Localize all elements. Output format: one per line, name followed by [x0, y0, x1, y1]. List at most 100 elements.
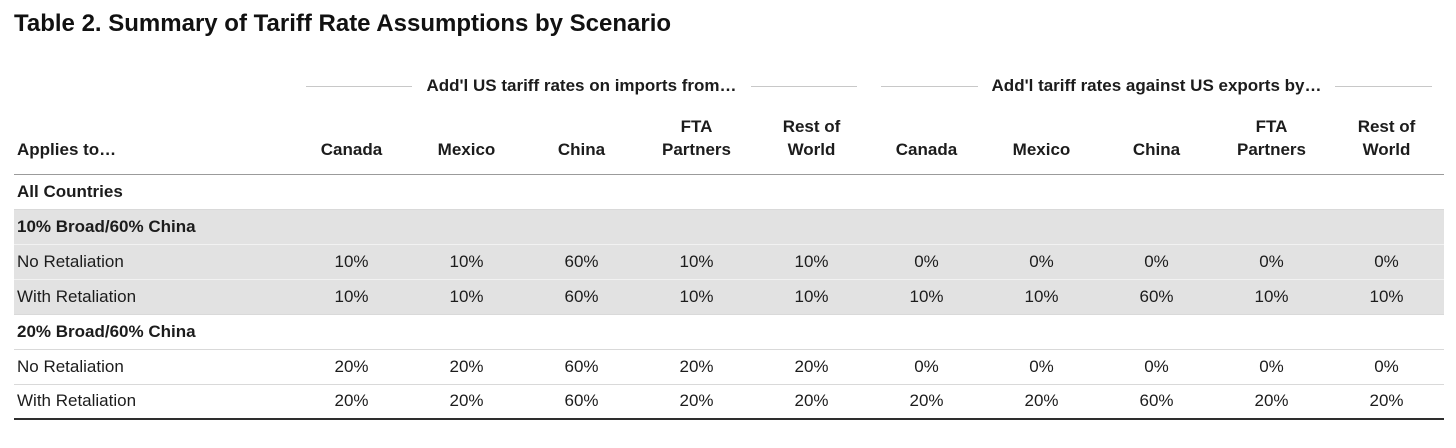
value-cell [639, 314, 754, 349]
column-header: FTA Partners [1214, 104, 1329, 175]
value-cell: 10% [1369, 286, 1404, 306]
value-cell [754, 314, 869, 349]
value-cell [409, 314, 524, 349]
value-cell: 20% [1369, 391, 1404, 411]
table-body: All Countries 10% Broad/60% China No Retal… [14, 174, 1444, 419]
value-cell [524, 314, 639, 349]
value-cell: 20% [1024, 391, 1059, 411]
column-header-row: Applies to… Canada Mexico China FTA Part… [14, 104, 1444, 175]
value-cell: 10% [794, 286, 829, 306]
value-cell: 10% [334, 286, 369, 306]
value-cell [1329, 314, 1444, 349]
table-header: Add'l US tariff rates on imports from… A… [14, 68, 1444, 175]
value-cell: 10% [334, 251, 369, 271]
value-cell: 60% [1139, 286, 1174, 306]
column-header: China [1099, 104, 1214, 175]
group-header-exports: Add'l tariff rates against US exports by… [869, 68, 1444, 104]
value-cell: 20% [449, 391, 484, 411]
value-cell [1099, 174, 1214, 209]
value-cell: 0% [914, 251, 939, 271]
group-header-imports-label: Add'l US tariff rates on imports from… [426, 76, 737, 95]
column-header: Canada [294, 104, 409, 175]
value-cell: 60% [564, 356, 599, 376]
value-cell [984, 209, 1099, 244]
tariff-table: Add'l US tariff rates on imports from… A… [14, 68, 1444, 420]
column-header-applies-to: Applies to… [14, 104, 294, 175]
value-cell [409, 174, 524, 209]
value-cell [869, 209, 984, 244]
value-cell [1214, 174, 1329, 209]
value-cell [1214, 209, 1329, 244]
value-cell [639, 174, 754, 209]
value-cell [294, 314, 409, 349]
table-row: 10% Broad/60% China [14, 209, 1444, 244]
value-cell: 0% [1374, 251, 1399, 271]
value-cell: 10% [794, 251, 829, 271]
value-cell: 10% [909, 286, 944, 306]
value-cell: 0% [1144, 356, 1169, 376]
column-header: FTA Partners [639, 104, 754, 175]
row-label: No Retaliation [17, 356, 124, 376]
value-cell [869, 314, 984, 349]
row-label: With Retaliation [17, 286, 137, 306]
value-cell [294, 174, 409, 209]
column-header: Rest of World [754, 104, 869, 175]
group-header-exports-label: Add'l tariff rates against US exports by… [991, 76, 1322, 95]
table-row: With Retaliation 10% 10% 60% 10% 10% 10% 10% 60%… [14, 279, 1444, 314]
group-row-spacer [14, 68, 294, 104]
table-row: With Retaliation 20% 20% 60% 20% 20% 20% 20% 60%… [14, 384, 1444, 419]
value-cell: 0% [1374, 356, 1399, 376]
value-cell [984, 314, 1099, 349]
value-cell: 20% [909, 391, 944, 411]
row-label: All Countries [17, 181, 123, 201]
value-cell [1214, 314, 1329, 349]
row-label: 20% Broad/60% China [17, 321, 196, 341]
value-cell: 10% [679, 286, 714, 306]
value-cell [754, 209, 869, 244]
value-cell [409, 209, 524, 244]
column-header: China [524, 104, 639, 175]
value-cell: 20% [794, 391, 829, 411]
value-cell [1099, 314, 1214, 349]
value-cell: 0% [1029, 251, 1054, 271]
column-header: Canada [869, 104, 984, 175]
group-rule-line [306, 85, 413, 87]
value-cell [1329, 174, 1444, 209]
value-cell [639, 209, 754, 244]
group-rule-line [1335, 85, 1433, 87]
value-cell [1329, 209, 1444, 244]
value-cell: 10% [679, 251, 714, 271]
page-title: Table 2. Summary of Tariff Rate Assumpti… [14, 10, 672, 37]
value-cell: 60% [1139, 391, 1174, 411]
value-cell: 10% [1254, 286, 1289, 306]
value-cell: 20% [449, 356, 484, 376]
column-header: Rest of World [1329, 104, 1444, 175]
value-cell: 20% [1254, 391, 1289, 411]
table-row: All Countries [14, 174, 1444, 209]
value-cell: 20% [679, 391, 714, 411]
value-cell [524, 209, 639, 244]
value-cell: 0% [1259, 251, 1284, 271]
row-label: With Retaliation [17, 391, 137, 411]
value-cell: 10% [1024, 286, 1059, 306]
value-cell: 20% [334, 356, 369, 376]
row-label: No Retaliation [17, 251, 124, 271]
value-cell [869, 174, 984, 209]
value-cell: 60% [564, 286, 599, 306]
value-cell [1099, 209, 1214, 244]
value-cell: 10% [449, 251, 484, 271]
column-header: Mexico [409, 104, 524, 175]
value-cell: 10% [449, 286, 484, 306]
value-cell [984, 174, 1099, 209]
value-cell [754, 174, 869, 209]
group-header-imports: Add'l US tariff rates on imports from… [294, 68, 869, 104]
value-cell: 0% [914, 356, 939, 376]
group-rule-line [881, 85, 978, 87]
column-header: Mexico [984, 104, 1099, 175]
group-header-row: Add'l US tariff rates on imports from… A… [14, 68, 1444, 104]
value-cell: 20% [679, 356, 714, 376]
table-row: No Retaliation 20% 20% 60% 20% 20% 0% 0% 0% 0% 0% [14, 349, 1444, 384]
value-cell: 0% [1259, 356, 1284, 376]
row-label: 10% Broad/60% China [17, 216, 196, 236]
value-cell: 20% [334, 391, 369, 411]
